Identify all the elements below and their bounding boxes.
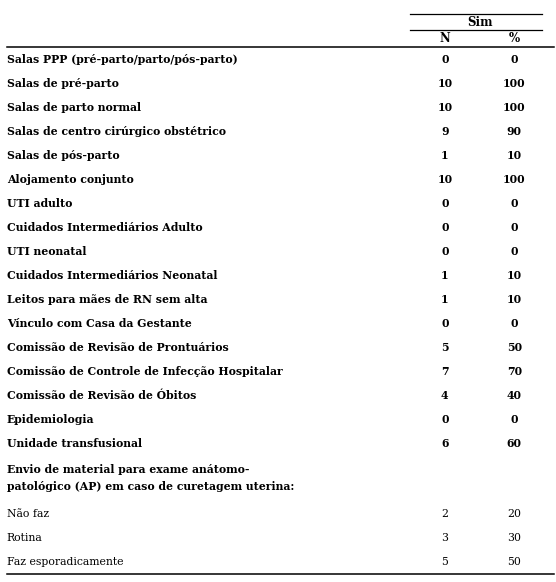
Text: 1: 1	[441, 150, 449, 161]
Text: Epidemiologia: Epidemiologia	[7, 414, 94, 424]
Text: Cuidados Intermediários Adulto: Cuidados Intermediários Adulto	[7, 222, 202, 233]
Text: 2: 2	[441, 509, 448, 519]
Text: 40: 40	[507, 389, 522, 400]
Text: Cuidados Intermediários Neonatal: Cuidados Intermediários Neonatal	[7, 269, 217, 281]
Text: 20: 20	[507, 509, 522, 519]
Text: Salas PPP (pré-parto/parto/pós-parto): Salas PPP (pré-parto/parto/pós-parto)	[7, 54, 237, 65]
Text: 0: 0	[441, 318, 449, 328]
Text: 0: 0	[510, 414, 518, 424]
Text: 5: 5	[441, 557, 448, 567]
Text: 0: 0	[510, 222, 518, 233]
Text: 30: 30	[507, 533, 522, 543]
Text: Salas de parto normal: Salas de parto normal	[7, 101, 141, 112]
Text: patológico (AP) em caso de curetagem uterina:: patológico (AP) em caso de curetagem ute…	[7, 481, 294, 492]
Text: 4: 4	[441, 389, 449, 400]
Text: 50: 50	[508, 557, 521, 567]
Text: 0: 0	[510, 197, 518, 208]
Text: 10: 10	[437, 101, 453, 112]
Text: Envio de material para exame anátomo-: Envio de material para exame anátomo-	[7, 464, 249, 475]
Text: Comissão de Revisão de Óbitos: Comissão de Revisão de Óbitos	[7, 389, 196, 400]
Text: 0: 0	[441, 54, 449, 65]
Text: 100: 100	[503, 173, 525, 184]
Text: 10: 10	[437, 173, 453, 184]
Text: 0: 0	[441, 414, 449, 424]
Text: 3: 3	[441, 533, 448, 543]
Text: 0: 0	[441, 246, 449, 257]
Text: 0: 0	[441, 222, 449, 233]
Text: 10: 10	[507, 150, 522, 161]
Text: 10: 10	[507, 293, 522, 304]
Text: Vínculo com Casa da Gestante: Vínculo com Casa da Gestante	[7, 318, 191, 328]
Text: Salas de pré-parto: Salas de pré-parto	[7, 77, 118, 88]
Text: 50: 50	[507, 342, 522, 353]
Text: 7: 7	[441, 365, 449, 377]
Text: Salas de pós-parto: Salas de pós-parto	[7, 150, 120, 161]
Text: %: %	[509, 31, 520, 44]
Text: Sim: Sim	[467, 16, 492, 29]
Text: Unidade transfusional: Unidade transfusional	[7, 438, 142, 449]
Text: 0: 0	[510, 318, 518, 328]
Text: 90: 90	[507, 126, 522, 137]
Text: 6: 6	[441, 438, 449, 449]
Text: 0: 0	[510, 54, 518, 65]
Text: 100: 100	[503, 101, 525, 112]
Text: Não faz: Não faz	[7, 509, 49, 519]
Text: 1: 1	[441, 293, 449, 304]
Text: 0: 0	[510, 246, 518, 257]
Text: Leitos para mães de RN sem alta: Leitos para mães de RN sem alta	[7, 293, 207, 304]
Text: 70: 70	[507, 365, 522, 377]
Text: Salas de centro cirúrgico obstétrico: Salas de centro cirúrgico obstétrico	[7, 126, 226, 137]
Text: 60: 60	[507, 438, 522, 449]
Text: Comissão de Revisão de Prontuários: Comissão de Revisão de Prontuários	[7, 342, 229, 353]
Text: Comissão de Controle de Infecção Hospitalar: Comissão de Controle de Infecção Hospita…	[7, 365, 282, 377]
Text: 9: 9	[441, 126, 449, 137]
Text: Rotina: Rotina	[7, 533, 42, 543]
Text: 10: 10	[437, 77, 453, 88]
Text: 5: 5	[441, 342, 449, 353]
Text: UTI neonatal: UTI neonatal	[7, 246, 86, 257]
Text: 10: 10	[507, 269, 522, 281]
Text: UTI adulto: UTI adulto	[7, 197, 72, 208]
Text: N: N	[439, 31, 450, 44]
Text: 0: 0	[441, 197, 449, 208]
Text: Faz esporadicamente: Faz esporadicamente	[7, 557, 123, 567]
Text: 1: 1	[441, 269, 449, 281]
Text: Alojamento conjunto: Alojamento conjunto	[7, 173, 133, 184]
Text: 100: 100	[503, 77, 525, 88]
